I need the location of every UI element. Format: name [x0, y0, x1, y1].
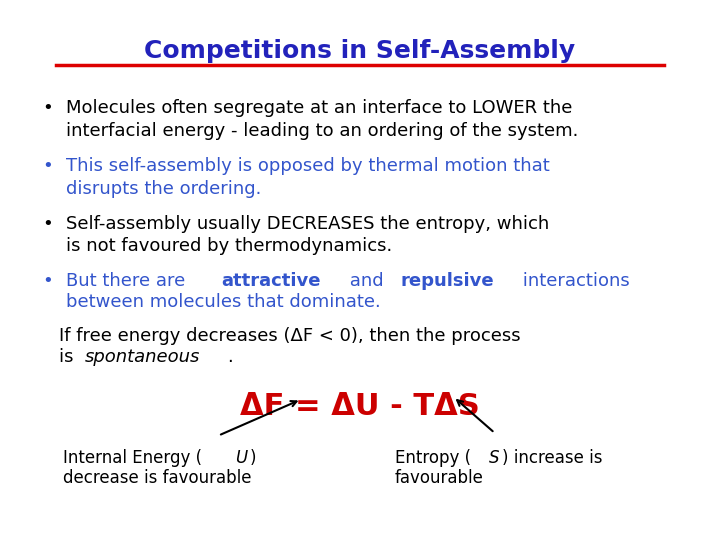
- Text: Self-assembly usually DECREASES the entropy, which
is not favoured by thermodyna: Self-assembly usually DECREASES the entr…: [66, 214, 549, 255]
- Text: •: •: [42, 272, 53, 291]
- Text: But there are: But there are: [66, 272, 192, 291]
- Text: between molecules that dominate.: between molecules that dominate.: [66, 293, 381, 311]
- Text: Entropy (: Entropy (: [395, 449, 471, 467]
- Text: and: and: [344, 272, 390, 291]
- Text: •: •: [42, 99, 53, 117]
- Text: spontaneous: spontaneous: [84, 348, 199, 366]
- Text: attractive: attractive: [221, 272, 320, 291]
- Text: decrease is favourable: decrease is favourable: [63, 469, 251, 487]
- Text: ΔF = ΔU - TΔS: ΔF = ΔU - TΔS: [240, 392, 480, 421]
- Text: S: S: [489, 449, 499, 467]
- Text: repulsive: repulsive: [400, 272, 494, 291]
- Text: favourable: favourable: [395, 469, 483, 487]
- Text: ) increase is: ) increase is: [502, 449, 602, 467]
- Text: Molecules often segregate at an interface to LOWER the
interfacial energy - lead: Molecules often segregate at an interfac…: [66, 99, 579, 140]
- Text: is: is: [59, 348, 80, 366]
- Text: Internal Energy (: Internal Energy (: [63, 449, 202, 467]
- Text: .: .: [228, 348, 233, 366]
- Text: •: •: [42, 214, 53, 233]
- Text: If free energy decreases (ΔF < 0), then the process: If free energy decreases (ΔF < 0), then …: [59, 327, 521, 345]
- Text: ): ): [250, 449, 256, 467]
- Text: interactions: interactions: [516, 272, 629, 291]
- Text: U: U: [235, 449, 247, 467]
- Text: This self-assembly is opposed by thermal motion that
disrupts the ordering.: This self-assembly is opposed by thermal…: [66, 157, 550, 198]
- Text: •: •: [42, 157, 53, 175]
- Text: Competitions in Self-Assembly: Competitions in Self-Assembly: [145, 39, 575, 63]
